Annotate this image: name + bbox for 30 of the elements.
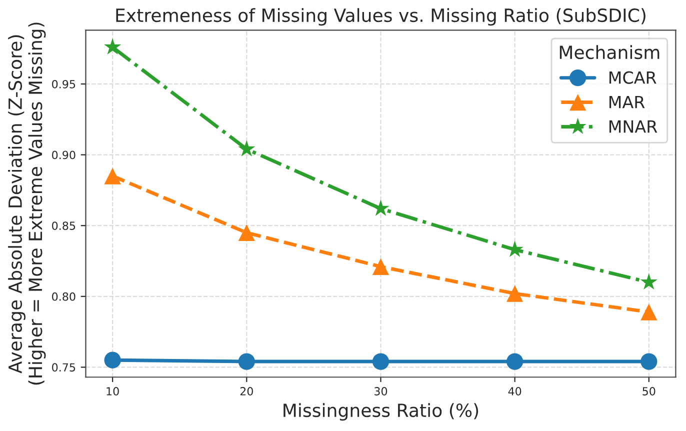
- point: [238, 140, 256, 156]
- x-tick-label: 50: [642, 387, 656, 396]
- y-axis-title: Average Absolute Deviation (Z-Score) (Higher = More Extreme Values Missing): [8, 22, 46, 385]
- x-tick-label: 40: [508, 387, 522, 396]
- legend-label: MCAR: [609, 71, 656, 84]
- x-tick-label: 20: [240, 387, 253, 396]
- point: [640, 304, 658, 320]
- point: [506, 353, 524, 370]
- point: [506, 285, 524, 302]
- point: [104, 38, 122, 54]
- point: [104, 168, 121, 184]
- x-tick-label: 30: [374, 387, 388, 396]
- legend-title: Mechanism: [560, 45, 660, 60]
- x-axis-title: Missingness Ratio (%): [284, 403, 478, 421]
- x-tick-label: 10: [106, 387, 119, 396]
- point: [104, 352, 121, 368]
- point: [640, 353, 658, 370]
- y-tick-label: 0.90: [52, 150, 76, 160]
- point: [372, 258, 390, 275]
- point: [238, 353, 255, 370]
- point: [238, 224, 255, 242]
- y-tick-label: 0.80: [52, 292, 76, 301]
- y-tick-label: 0.95: [52, 80, 76, 88]
- point: [640, 273, 658, 290]
- legend-label: MAR: [609, 96, 645, 108]
- chart-title: Extremeness of Missing Values vs. Missing Ratio (SubSDIC): [116, 8, 646, 26]
- y-tick-label: 0.75: [52, 363, 76, 372]
- legend-label: MNAR: [609, 120, 658, 133]
- y-tick-label: 0.85: [52, 222, 76, 230]
- point: [372, 353, 390, 370]
